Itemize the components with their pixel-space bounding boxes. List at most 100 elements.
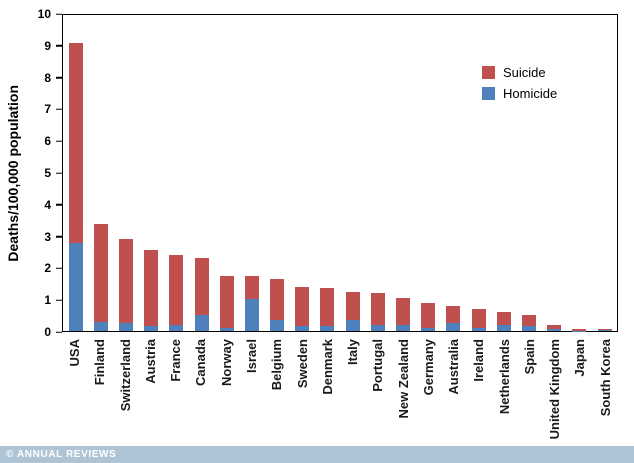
x-label-slot: Norway [214,334,239,446]
x-label-portugal: Portugal [370,339,386,392]
legend: Suicide Homicide [482,66,557,100]
x-label-israel: Israel [243,339,259,373]
bar-australia [441,15,466,331]
bar-ireland-homicide [471,327,486,331]
bar-spain-homicide [521,326,536,331]
bar-france-homicide [169,324,184,331]
y-tick-label-9: 9 [44,38,51,53]
x-label-germany: Germany [420,339,436,396]
x-label-slot: USA [62,334,87,446]
x-label-slot: Canada [188,334,213,446]
x-label-slot: Italy [340,334,365,446]
y-tick-mark [56,204,62,206]
bar-norway-suicide [219,275,234,328]
y-tick-mark [56,45,62,47]
x-label-slot: Denmark [315,334,340,446]
x-label-switzerland: Switzerland [117,339,133,412]
bar-canada-suicide [194,258,209,316]
bar-switzerland-suicide [118,239,133,324]
bar-sweden-suicide [295,286,310,327]
bar-israel-suicide [244,275,259,300]
bar-switzerland-homicide [118,323,133,331]
bar-netherlands-homicide [496,324,511,331]
x-label-slot: Netherlands [492,334,517,446]
x-labels: USA Finland Switzerland Austria France Canada… [62,334,618,446]
y-tick-label-0: 0 [44,325,51,339]
bar-italy [340,15,365,331]
bar-sweden-homicide [295,326,310,331]
y-tick-mark [56,331,62,333]
bar-france [164,15,189,331]
x-label-slot: Israel [239,334,264,446]
bar-denmark-homicide [320,326,335,331]
legend-item-suicide: Suicide [482,66,557,79]
y-tick-label-10: 10 [37,7,51,21]
bar-norway [214,15,239,331]
legend-label-homicide: Homicide [503,86,558,101]
x-label-slot: Belgium [264,334,289,446]
bar-austria-homicide [144,326,159,331]
bar-belgium-homicide [270,319,285,331]
x-label-new-zealand: New Zealand [395,339,411,419]
y-tick-mark [56,172,62,174]
bar-sweden [290,15,315,331]
x-label-austria: Austria [142,339,158,384]
x-label-slot: South Korea [593,334,618,446]
bar-united-kingdom [542,15,567,331]
x-label-norway: Norway [218,339,234,386]
x-label-sweden: Sweden [294,339,310,389]
watermark-text: © ANNUAL REVIEWS [6,449,117,460]
bar-finland-suicide [93,223,108,322]
bar-belgium-suicide [270,278,285,320]
bar-ireland [466,15,491,331]
bar-germany-homicide [421,327,436,331]
y-tick-mark [56,299,62,301]
plot-area [62,14,618,332]
x-label-slot: Germany [416,334,441,446]
y-tick-label-5: 5 [44,166,51,180]
y-tick-label-8: 8 [44,70,51,85]
y-tick-label-3: 3 [44,229,51,244]
x-label-france: France [168,339,184,382]
bar-usa-homicide [68,242,83,331]
bar-italy-homicide [345,319,360,331]
y-tick-label-1: 1 [44,293,51,308]
legend-label-suicide: Suicide [503,65,546,80]
y-tick-mark [56,108,62,111]
bar-netherlands [491,15,516,331]
x-label-slot: Australia [441,334,466,446]
y-tick-mark [56,13,62,15]
legend-item-homicide: Homicide [482,87,557,100]
bar-portugal-suicide [370,293,385,325]
y-tick-mark [56,267,62,270]
x-label-slot: United Kingdom [542,334,567,446]
x-label-south-korea: South Korea [597,339,613,417]
x-label-united-kingdom: United Kingdom [547,339,563,440]
y-tick-mark [56,235,62,238]
y-tick-label-7: 7 [44,102,51,117]
bar-south-korea [592,15,617,331]
bar-united-kingdom-homicide [547,329,562,331]
bar-usa-suicide [68,43,83,243]
x-label-netherlands: Netherlands [496,339,512,415]
bar-japan-suicide [572,329,587,331]
x-label-finland: Finland [92,339,108,386]
bar-new-zealand [390,15,415,331]
bar-spain [516,15,541,331]
bar-germany [416,15,441,331]
bar-united-kingdom-suicide [547,324,562,330]
bar-belgium [265,15,290,331]
x-label-canada: Canada [193,339,209,386]
bar-australia-homicide [446,323,461,331]
bar-portugal-homicide [370,324,385,331]
bar-australia-suicide [446,305,461,324]
x-label-australia: Australia [446,339,462,395]
x-label-slot: Switzerland [113,334,138,446]
bar-austria-suicide [144,250,159,327]
bar-switzerland [113,15,138,331]
bar-austria [139,15,164,331]
bar-south-korea-homicide [597,330,612,331]
bar-germany-suicide [421,302,436,328]
x-label-slot: France [163,334,188,446]
x-label-slot: Ireland [466,334,491,446]
